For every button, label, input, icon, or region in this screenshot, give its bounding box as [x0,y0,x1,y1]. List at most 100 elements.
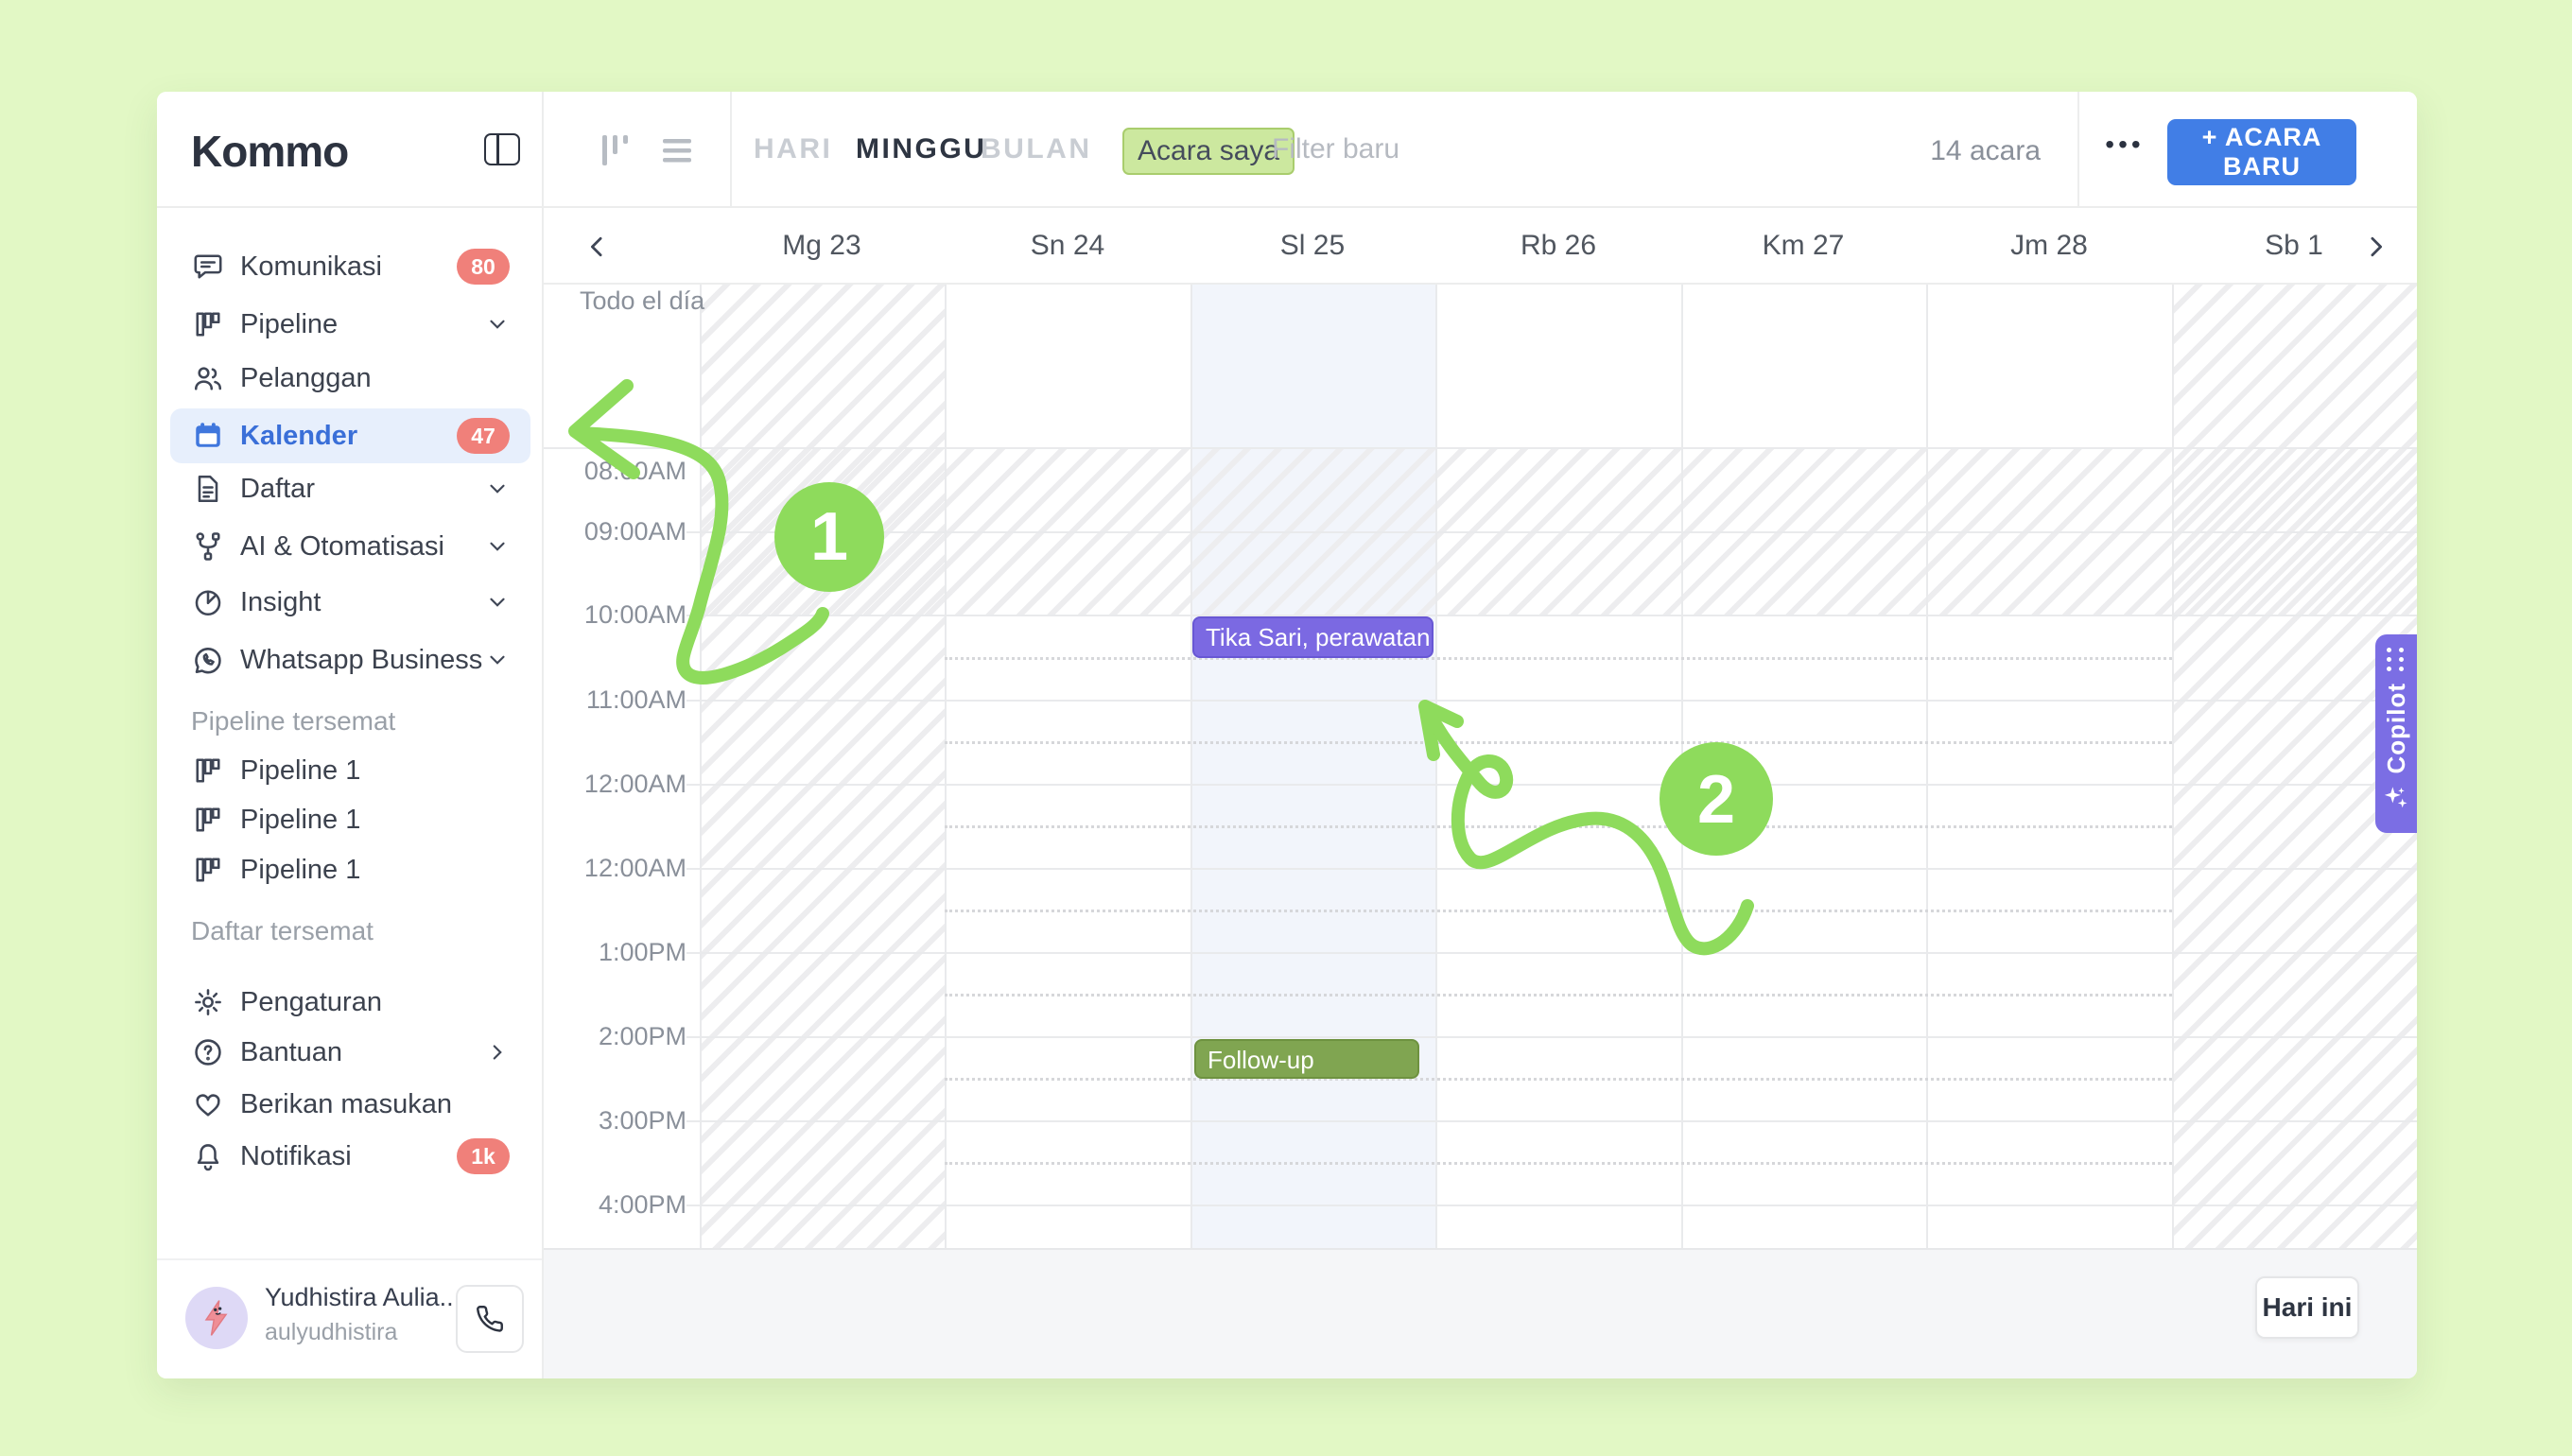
column-line [945,285,947,1248]
sidebar-item-ai-otomatisasi[interactable]: AI & Otomatisasi [157,522,544,571]
today-column-highlight [1190,285,1435,1248]
copilot-tab[interactable]: Copilot [2375,634,2417,833]
event-follow-up[interactable]: Follow-up [1194,1039,1419,1079]
sidebar-item-whatsapp-business[interactable]: Whatsapp Business [157,635,544,685]
kommo-logo: Kommo [191,127,349,176]
kalender-badge: 47 [457,418,510,454]
chat-icon [189,248,227,286]
notifikasi-badge: 1k [457,1138,510,1174]
day-header-jm28: Jm 28 [2010,230,2088,261]
sidebar-item-pipeline[interactable]: Pipeline [157,300,544,349]
new-event-button[interactable]: + ACARA BARU [2167,119,2356,185]
hour-line [686,700,2417,702]
sidebar: Kommo Komunikasi 80 Pipeline Pelanggan [157,92,544,1378]
pinned-pipeline-label: Pipeline 1 [240,754,361,786]
column-line [1926,285,1928,1248]
pinned-pipelines-header: Pipeline tersemat [191,706,396,736]
tab-hari[interactable]: HARI [754,133,833,165]
copilot-label: Copilot [2381,682,2410,774]
sidebar-collapse-icon[interactable] [484,133,520,165]
hour-line [686,952,2417,954]
sidebar-item-label: Pipeline [240,308,339,339]
day-header-sn24: Sn 24 [1030,230,1105,261]
chevron-down-icon [485,312,510,337]
time-label: 12:00AM [583,854,686,882]
pinned-pipeline-label: Pipeline 1 [240,804,361,835]
day-header-rb26: Rb 26 [1520,230,1597,261]
sidebar-item-berikan-masukan[interactable]: Berikan masukan [157,1080,544,1129]
chevron-right-icon [485,1040,510,1065]
sidebar-item-label: Bantuan [240,1036,343,1067]
hour-line [686,1205,2417,1206]
time-label: 4:00PM [598,1190,686,1219]
tab-minggu[interactable]: MINGGU [856,133,987,165]
pipeline-icon [189,851,227,889]
filter-input[interactable]: Filter baru [1272,133,1400,165]
half-hour-line [945,910,2172,912]
time-label: 08:00AM [583,457,686,485]
phone-button[interactable] [456,1285,524,1353]
pinned-pipeline-2[interactable]: Pipeline 1 [157,795,544,844]
half-hour-line [945,741,2172,744]
toolbar: HARI MINGGU BULAN Acara saya Filter baru… [544,92,2417,208]
column-line [700,285,702,1248]
user-profile[interactable]: Yudhistira Aulia... aulyudhistira [157,1258,542,1378]
toolbar-separator [730,92,732,206]
chevron-down-icon [485,648,510,672]
pinned-pipeline-1[interactable]: Pipeline 1 [157,746,544,795]
time-label: 1:00PM [598,938,686,966]
user-login: aulyudhistira [265,1319,398,1345]
whatsapp-icon [189,641,227,679]
half-hour-line [945,825,2172,828]
sidebar-item-daftar[interactable]: Daftar [157,464,544,513]
tab-bulan[interactable]: BULAN [981,133,1092,165]
day-header-mg23: Mg 23 [782,230,861,261]
sidebar-item-label: AI & Otomatisasi [240,530,444,562]
pipeline-icon [189,752,227,789]
prev-week-icon[interactable] [583,231,612,268]
time-label: 09:00AM [583,517,686,546]
calendar-grid[interactable]: Todo el día 08:00AM 09:00AM 10:00AM 11:0… [544,285,2417,1248]
sidebar-item-bantuan[interactable]: Bantuan [157,1028,544,1077]
avatar [185,1287,248,1349]
time-label: 12:00AM [583,770,686,798]
drag-handle-icon [2386,648,2407,671]
sidebar-item-komunikasi[interactable]: Komunikasi 80 [157,242,544,291]
event-tika-sari[interactable]: Tika Sari, perawatan... [1192,616,1434,658]
sidebar-item-insight[interactable]: Insight [157,578,544,627]
column-line [1681,285,1683,1248]
day-header-sb1: Sb 1 [2265,230,2323,261]
today-button[interactable]: Hari ini [2255,1276,2359,1339]
filter-chip-acara-saya[interactable]: Acara saya [1122,128,1295,175]
sidebar-item-notifikasi[interactable]: Notifikasi 1k [157,1132,544,1181]
sidebar-item-label: Kalender [240,420,358,451]
half-hour-line [945,657,2172,660]
gear-icon [189,983,227,1021]
sparkles-icon [2382,785,2410,822]
sidebar-item-label: Notifikasi [240,1140,352,1171]
sidebar-item-label: Pengaturan [240,986,382,1017]
next-week-icon[interactable] [2361,231,2390,268]
hour-line [686,868,2417,870]
hour-line [686,784,2417,786]
sidebar-item-pelanggan[interactable]: Pelanggan [157,354,544,403]
timeline-view-icon[interactable] [597,131,634,174]
help-icon [189,1033,227,1071]
half-hour-line [945,1078,2172,1081]
more-options-icon[interactable]: ••• [2105,130,2145,159]
column-line [2172,285,2174,1248]
sidebar-item-pengaturan[interactable]: Pengaturan [157,978,544,1027]
phone-icon [477,1306,503,1332]
document-icon [189,470,227,508]
hour-line [686,1120,2417,1122]
sidebar-item-kalender[interactable]: Kalender 47 [157,411,544,460]
column-line [1435,285,1437,1248]
hour-line [686,531,2417,533]
half-hour-line [945,1162,2172,1165]
time-label: 10:00AM [583,600,686,629]
pinned-pipeline-3[interactable]: Pipeline 1 [157,845,544,894]
hour-line [686,1036,2417,1038]
list-view-icon[interactable] [659,131,697,174]
day-header-sl25: Sl 25 [1279,230,1346,261]
time-label: 2:00PM [598,1022,686,1050]
